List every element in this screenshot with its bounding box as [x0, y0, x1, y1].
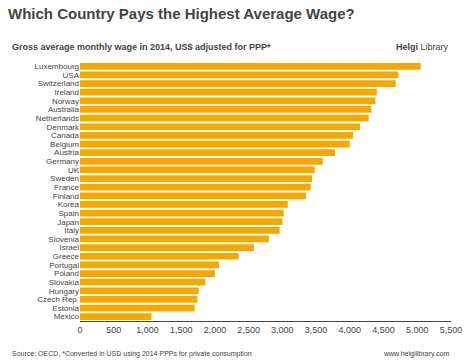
svg-text:1,500: 1,500	[170, 325, 193, 335]
svg-text:Italy: Italy	[64, 226, 79, 235]
svg-text:Slovakia: Slovakia	[49, 278, 80, 287]
svg-text:Mexico: Mexico	[54, 312, 80, 321]
svg-text:3,500: 3,500	[305, 325, 328, 335]
svg-text:5,000: 5,000	[406, 325, 429, 335]
svg-text:500: 500	[106, 325, 121, 335]
svg-text:0: 0	[77, 325, 82, 335]
svg-text:Finland: Finland	[53, 192, 79, 201]
svg-text:Luxembourg: Luxembourg	[35, 62, 79, 71]
svg-text:Helgi Library: Helgi Library	[396, 42, 449, 52]
svg-text:Norway: Norway	[52, 97, 79, 106]
svg-text:Greece: Greece	[53, 252, 80, 261]
svg-text:Portugal: Portugal	[49, 261, 79, 270]
svg-text:Israel: Israel	[59, 243, 79, 252]
svg-text:1,000: 1,000	[136, 325, 159, 335]
svg-text:Germany: Germany	[46, 157, 79, 166]
svg-text:Denmark: Denmark	[47, 123, 80, 132]
svg-text:Estonia: Estonia	[52, 304, 79, 313]
svg-text:Ireland: Ireland	[55, 88, 79, 97]
svg-text:France: France	[54, 183, 79, 192]
svg-text:Which Country Pays the Highest: Which Country Pays the Highest Average W…	[8, 5, 355, 22]
svg-text:Slovenia: Slovenia	[48, 235, 79, 244]
svg-text:3,000: 3,000	[271, 325, 294, 335]
svg-text:Sweden: Sweden	[50, 174, 79, 183]
svg-text:4,500: 4,500	[372, 325, 395, 335]
svg-text:Source: OECD, *Converted in US: Source: OECD, *Converted in USD using 20…	[12, 350, 252, 358]
svg-text:Belgium: Belgium	[50, 140, 79, 149]
svg-text:Switzerland: Switzerland	[38, 79, 79, 88]
svg-text:USA: USA	[63, 71, 80, 80]
svg-text:Poland: Poland	[54, 269, 79, 278]
svg-text:www.helgilibrary.com: www.helgilibrary.com	[383, 350, 449, 358]
svg-text:Hungary: Hungary	[49, 287, 79, 296]
svg-text:Austria: Austria	[54, 148, 79, 157]
svg-text:2,500: 2,500	[237, 325, 260, 335]
svg-text:Korea: Korea	[58, 200, 80, 209]
svg-text:Canada: Canada	[51, 131, 80, 140]
svg-text:2,000: 2,000	[204, 325, 227, 335]
svg-text:4,000: 4,000	[339, 325, 362, 335]
svg-text:Gross average monthly wage in: Gross average monthly wage in 2014, US$ …	[12, 42, 271, 52]
svg-text:Spain: Spain	[59, 209, 79, 218]
svg-text:Japan: Japan	[57, 218, 79, 227]
svg-text:UK: UK	[68, 166, 80, 175]
svg-text:5,500: 5,500	[440, 325, 463, 335]
svg-text:Netherlands: Netherlands	[36, 114, 79, 123]
svg-text:Australia: Australia	[48, 105, 80, 114]
svg-text:Czech Rep.: Czech Rep.	[37, 295, 79, 304]
